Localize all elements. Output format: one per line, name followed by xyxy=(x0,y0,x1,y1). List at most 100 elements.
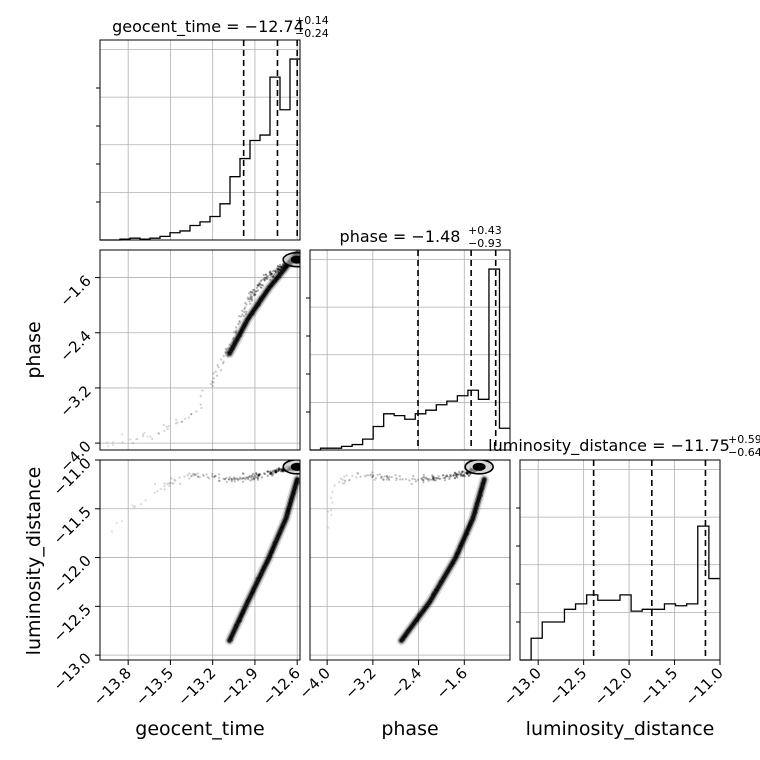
scatter-point-phase-vs-luminosity_distance-202 xyxy=(427,479,430,482)
scatter-point-phase-vs-luminosity_distance-191 xyxy=(343,479,346,482)
scatter-point-phase-vs-luminosity_distance-184 xyxy=(469,473,472,476)
scatter-point-geocent_time-vs-luminosity_distance-31 xyxy=(222,477,225,480)
scatter-point-phase-vs-luminosity_distance-69 xyxy=(359,475,362,478)
scatter-point-geocent_time-vs-luminosity_distance-114 xyxy=(241,472,244,475)
scatter-point-geocent_time-vs-luminosity_distance-208 xyxy=(188,477,191,480)
scatter-point-geocent_time-vs-phase-176 xyxy=(240,315,243,318)
scatter-point-geocent_time-vs-luminosity_distance-28 xyxy=(196,472,199,475)
scatter-point-geocent_time-vs-phase-193 xyxy=(248,292,251,295)
scatter-point-phase-vs-luminosity_distance-126 xyxy=(370,473,373,476)
scatter-point-geocent_time-vs-phase-51 xyxy=(253,293,257,296)
scatter-point-geocent_time-vs-phase-191 xyxy=(238,315,241,318)
scatter-point-geocent_time-vs-luminosity_distance-34 xyxy=(270,472,273,475)
scatter-point-geocent_time-vs-luminosity_distance-8 xyxy=(211,472,214,475)
scatter-point-phase-vs-luminosity_distance-196 xyxy=(459,472,462,475)
scatter-point-geocent_time-vs-luminosity_distance-257 xyxy=(281,469,284,472)
xtick-label-lumdist-1: −12.5 xyxy=(545,664,590,709)
title-geocent-time: geocent_time = −12.74 xyxy=(112,17,304,37)
panel-frame-geocent_time-vs-phase xyxy=(99,249,301,451)
scatter-point-geocent_time-vs-phase-204 xyxy=(224,347,228,350)
scatter-point-geocent_time-vs-phase-12 xyxy=(174,418,178,421)
scatter-point-geocent_time-vs-phase-179 xyxy=(190,413,193,416)
title-geocent-time-value: −12.74 xyxy=(245,17,304,36)
xtick-label-geocent-4: −12.6 xyxy=(259,664,304,709)
scatter-point-geocent_time-vs-phase-259 xyxy=(257,284,260,287)
scatter-point-geocent_time-vs-luminosity_distance-147 xyxy=(178,476,181,479)
scatter-point-geocent_time-vs-phase-137 xyxy=(166,427,169,431)
scatter-point-geocent_time-vs-luminosity_distance-206 xyxy=(207,477,211,480)
scatter-point-phase-vs-luminosity_distance-15 xyxy=(420,477,423,480)
scatter-point-geocent_time-vs-phase-7 xyxy=(165,425,168,429)
scatter-point-geocent_time-vs-phase-2 xyxy=(247,298,250,301)
scatter-point-phase-vs-luminosity_distance-171 xyxy=(431,478,434,481)
scatter-point-geocent_time-vs-phase-11 xyxy=(244,306,247,309)
scatter-point-geocent_time-vs-luminosity_distance-125 xyxy=(201,473,205,476)
scatter-point-phase-vs-luminosity_distance-129 xyxy=(439,477,442,481)
scatter-point-phase-vs-luminosity_distance-57 xyxy=(467,474,470,477)
scatter-point-geocent_time-vs-phase-258 xyxy=(257,284,260,287)
scatter-point-phase-vs-luminosity_distance-51 xyxy=(422,481,425,484)
ylabel-luminosity-distance: luminosity_distance xyxy=(23,467,45,656)
scatter-point-geocent_time-vs-luminosity_distance-133 xyxy=(214,474,217,477)
scatter-point-geocent_time-vs-phase-103 xyxy=(251,292,254,295)
scatter-point-geocent_time-vs-luminosity_distance-44 xyxy=(115,521,118,525)
ytick-label-lumdist-3: −11.5 xyxy=(50,503,95,548)
scatter-point-geocent_time-vs-luminosity_distance-246 xyxy=(269,472,272,476)
scatter-point-geocent_time-vs-phase-164 xyxy=(263,278,266,281)
scatter-point-phase-vs-luminosity_distance-256 xyxy=(464,471,467,474)
scatter-point-geocent_time-vs-phase-90 xyxy=(277,265,280,268)
scatter-point-phase-vs-luminosity_distance-99 xyxy=(436,477,439,480)
scatter-point-geocent_time-vs-phase-84 xyxy=(214,370,217,373)
scatter-point-geocent_time-vs-luminosity_distance-193 xyxy=(156,490,159,493)
scatter-point-geocent_time-vs-phase-231 xyxy=(280,265,283,268)
scatter-point-geocent_time-vs-phase-10 xyxy=(265,277,268,280)
scatter-point-phase-vs-luminosity_distance-177 xyxy=(355,476,358,479)
scatter-point-geocent_time-vs-phase-129 xyxy=(132,442,135,445)
scatter-point-geocent_time-vs-luminosity_distance-119 xyxy=(267,470,270,473)
scatter-point-geocent_time-vs-luminosity_distance-65 xyxy=(257,473,260,476)
scatter-point-phase-vs-luminosity_distance-245 xyxy=(461,474,464,478)
scatter-point-geocent_time-vs-luminosity_distance-54 xyxy=(225,476,228,479)
xtick-label-phase-3: −1.6 xyxy=(433,664,471,702)
scatter-point-geocent_time-vs-luminosity_distance-25 xyxy=(251,473,254,477)
contour-peak-inner-geocent_time-vs-phase xyxy=(290,255,300,264)
scatter-point-geocent_time-vs-phase-243 xyxy=(221,362,225,365)
scatter-point-phase-vs-luminosity_distance-56 xyxy=(425,476,428,479)
scatter-point-geocent_time-vs-luminosity_distance-225 xyxy=(245,476,249,479)
scatter-point-phase-vs-luminosity_distance-7 xyxy=(433,479,436,482)
scatter-point-phase-vs-luminosity_distance-40 xyxy=(432,476,436,479)
scatter-point-phase-vs-luminosity_distance-71 xyxy=(374,477,378,480)
scatter-point-geocent_time-vs-phase-56 xyxy=(162,423,166,427)
scatter-point-phase-vs-luminosity_distance-188 xyxy=(465,471,468,474)
scatter-point-geocent_time-vs-phase-230 xyxy=(278,268,282,271)
scatter-point-phase-vs-luminosity_distance-174 xyxy=(380,477,383,480)
ytick-label-phase-1: −3.2 xyxy=(56,382,94,420)
scatter-point-geocent_time-vs-phase-63 xyxy=(211,380,214,383)
scatter-point-phase-vs-luminosity_distance-11 xyxy=(432,477,435,480)
scatter-point-phase-vs-luminosity_distance-241 xyxy=(387,478,391,482)
scatter-point-geocent_time-vs-luminosity_distance-27 xyxy=(270,472,273,475)
scatter-point-geocent_time-vs-phase-228 xyxy=(249,297,252,301)
scatter-point-geocent_time-vs-luminosity_distance-52 xyxy=(270,471,273,475)
scatter-point-geocent_time-vs-phase-159 xyxy=(249,290,252,293)
scatter-point-phase-vs-luminosity_distance-200 xyxy=(382,478,385,481)
scatter-point-phase-vs-luminosity_distance-73 xyxy=(448,477,451,481)
scatter-point-geocent_time-vs-luminosity_distance-162 xyxy=(133,504,137,508)
scatter-point-phase-vs-luminosity_distance-113 xyxy=(445,474,448,477)
scatter-point-geocent_time-vs-phase-47 xyxy=(136,437,139,441)
title-geocent-time-name: geocent_time xyxy=(112,17,221,37)
scatter-point-geocent_time-vs-luminosity_distance-15 xyxy=(281,469,284,472)
scatter-point-phase-vs-luminosity_distance-259 xyxy=(378,473,381,476)
scatter-point-phase-vs-luminosity_distance-142 xyxy=(343,475,346,478)
scatter-point-geocent_time-vs-phase-88 xyxy=(249,296,252,299)
scatter-point-phase-vs-luminosity_distance-210 xyxy=(339,477,342,480)
scatter-point-phase-vs-luminosity_distance-205 xyxy=(379,475,383,478)
scatter-point-phase-vs-luminosity_distance-221 xyxy=(455,472,458,475)
scatter-point-phase-vs-luminosity_distance-8 xyxy=(401,478,404,481)
scatter-point-geocent_time-vs-phase-155 xyxy=(151,437,154,441)
scatter-point-phase-vs-luminosity_distance-72 xyxy=(442,476,445,480)
scatter-point-phase-vs-luminosity_distance-234 xyxy=(373,478,376,481)
scatter-point-geocent_time-vs-luminosity_distance-171 xyxy=(241,477,245,480)
scatter-point-geocent_time-vs-luminosity_distance-51 xyxy=(266,474,269,477)
scatter-point-geocent_time-vs-phase-215 xyxy=(228,343,232,346)
